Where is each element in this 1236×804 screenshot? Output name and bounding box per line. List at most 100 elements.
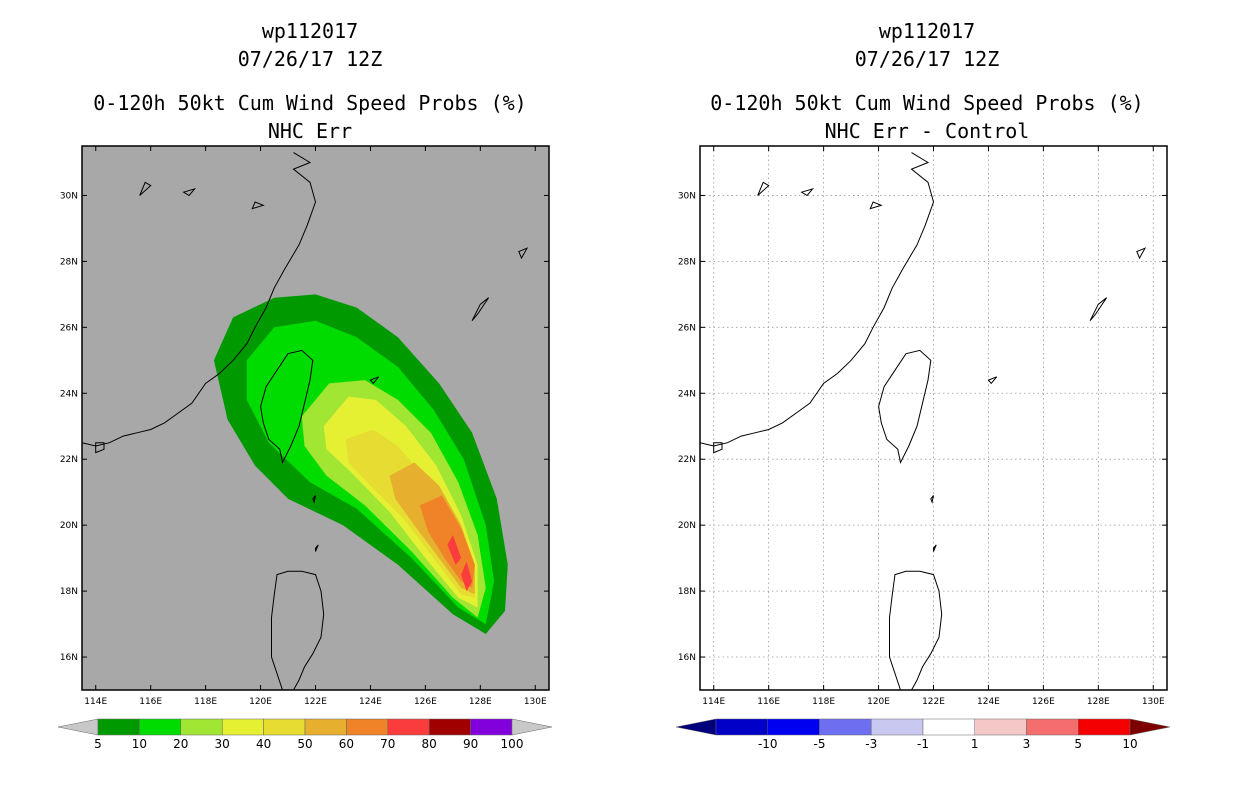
colorbar-label: -10 bbox=[758, 737, 778, 751]
colorbar-swatch bbox=[428, 718, 471, 736]
right-date: 07/26/17 12Z bbox=[855, 47, 1000, 71]
prob-contour-70 bbox=[461, 561, 473, 592]
coastline-island bbox=[933, 544, 937, 552]
left-date: 07/26/17 12Z bbox=[238, 47, 383, 71]
x-tick-label: 128E bbox=[1087, 697, 1110, 707]
colorbar-label: 50 bbox=[297, 737, 312, 751]
y-tick-label: 22N bbox=[678, 455, 696, 465]
right-title: 0-120h 50kt Cum Wind Speed Probs (%) bbox=[710, 91, 1143, 115]
x-tick-label: 130E bbox=[1142, 697, 1165, 707]
colorbar-swatch bbox=[180, 718, 223, 736]
coastline-island bbox=[95, 442, 105, 454]
y-tick-label: 26N bbox=[678, 323, 696, 333]
coastline-island bbox=[930, 495, 934, 504]
colorbar-label: 3 bbox=[1023, 737, 1031, 751]
coastline-luzon bbox=[889, 570, 943, 690]
colorbar-label: 20 bbox=[173, 737, 188, 751]
y-tick-label: 18N bbox=[678, 587, 696, 597]
y-tick-label: 16N bbox=[60, 653, 78, 663]
x-tick-label: 126E bbox=[1032, 697, 1055, 707]
coastline-island bbox=[315, 544, 319, 552]
x-tick-label: 128E bbox=[469, 697, 492, 707]
x-tick-label: 120E bbox=[867, 697, 890, 707]
coastline-luzon bbox=[271, 570, 325, 690]
colorbar-swatch bbox=[1026, 718, 1079, 736]
colorbar-swatch bbox=[387, 718, 430, 736]
right-subtitle: NHC Err - Control bbox=[825, 119, 1030, 143]
coastline-taiwan bbox=[878, 349, 932, 465]
x-tick-label: 124E bbox=[359, 697, 382, 707]
coastline-island bbox=[713, 442, 723, 454]
colorbar-swatch bbox=[263, 718, 306, 736]
colorbar-over-triangle bbox=[511, 718, 553, 736]
left-panel: wp112017 07/26/17 12Z 0-120h 50kt Cum Wi… bbox=[57, 19, 553, 751]
right-panel: wp112017 07/26/17 12Z 0-120h 50kt Cum Wi… bbox=[675, 19, 1171, 751]
y-tick-label: 20N bbox=[60, 521, 78, 531]
colorbar-swatch bbox=[470, 718, 513, 736]
x-tick-label: 118E bbox=[194, 697, 217, 707]
prob-contour-70 bbox=[447, 535, 462, 565]
y-tick-label: 18N bbox=[60, 587, 78, 597]
colorbar-label: 40 bbox=[256, 737, 271, 751]
colorbar-under-triangle bbox=[675, 718, 717, 736]
right-map-plot: 114E 116E 118E 120E 122E 124E 126E 128E 130E 16N 1… bbox=[678, 145, 1168, 707]
coastline-island bbox=[987, 376, 998, 385]
colorbar-label: 100 bbox=[501, 737, 524, 751]
left-storm-id: wp112017 bbox=[262, 19, 358, 43]
coastline-island bbox=[757, 181, 770, 196]
x-tick-label: 120E bbox=[249, 697, 272, 707]
colorbar-swatch bbox=[346, 718, 389, 736]
colorbar-label: 10 bbox=[1122, 737, 1137, 751]
colorbar-label: 10 bbox=[132, 737, 147, 751]
left-map-plot: 114E 116E 118E 120E 122E 124E 126E 128E 130E 16N 1… bbox=[60, 145, 550, 707]
colorbar-swatch bbox=[221, 718, 264, 736]
x-tick-label: 122E bbox=[304, 697, 327, 707]
coastline-island bbox=[800, 187, 815, 197]
x-tick-label: 118E bbox=[812, 697, 835, 707]
coastline-island bbox=[369, 376, 380, 385]
colorbar-swatch bbox=[715, 718, 768, 736]
coastline-island bbox=[312, 495, 316, 504]
prob-contour-60 bbox=[419, 495, 475, 588]
coastline-island bbox=[869, 201, 883, 210]
coastline-mainland bbox=[700, 152, 935, 447]
coastline-island bbox=[518, 247, 529, 260]
coastline-island bbox=[471, 297, 490, 322]
y-tick-label: 26N bbox=[60, 323, 78, 333]
colorbar-label: 1 bbox=[971, 737, 979, 751]
colorbar-swatch bbox=[304, 718, 347, 736]
y-tick-label: 30N bbox=[678, 191, 696, 201]
colorbar-swatch bbox=[1078, 718, 1131, 736]
y-tick-label: 28N bbox=[678, 257, 696, 267]
colorbar-under-triangle bbox=[57, 718, 99, 736]
right-colorbar: -10 -5 -3 -1 1 3 5 10 bbox=[675, 718, 1171, 751]
y-tick-label: 16N bbox=[678, 653, 696, 663]
colorbar-swatch bbox=[871, 718, 924, 736]
right-storm-id: wp112017 bbox=[879, 19, 975, 43]
colorbar-label: 5 bbox=[94, 737, 102, 751]
x-tick-label: 124E bbox=[977, 697, 1000, 707]
left-subtitle: NHC Err bbox=[268, 119, 352, 143]
colorbar-swatch bbox=[819, 718, 872, 736]
coastline-taiwan bbox=[260, 349, 314, 465]
y-tick-label: 22N bbox=[60, 455, 78, 465]
x-tick-label: 116E bbox=[757, 697, 780, 707]
x-tick-label: 114E bbox=[702, 697, 725, 707]
colorbar-swatch bbox=[767, 718, 820, 736]
coastline-island bbox=[251, 201, 265, 210]
colorbar-label: 70 bbox=[380, 737, 395, 751]
colorbar-label: -5 bbox=[814, 737, 826, 751]
colorbar-swatch bbox=[139, 718, 182, 736]
colorbar-label: 80 bbox=[422, 737, 437, 751]
colorbar-over-triangle bbox=[1129, 718, 1171, 736]
coastline-mainland bbox=[82, 152, 317, 447]
colorbar-swatch bbox=[922, 718, 975, 736]
x-tick-label: 116E bbox=[139, 697, 162, 707]
x-tick-label: 130E bbox=[524, 697, 547, 707]
coastline-island bbox=[182, 187, 197, 197]
colorbar-label: 60 bbox=[339, 737, 354, 751]
coastline-island bbox=[139, 181, 152, 196]
colorbar-label: 90 bbox=[463, 737, 478, 751]
